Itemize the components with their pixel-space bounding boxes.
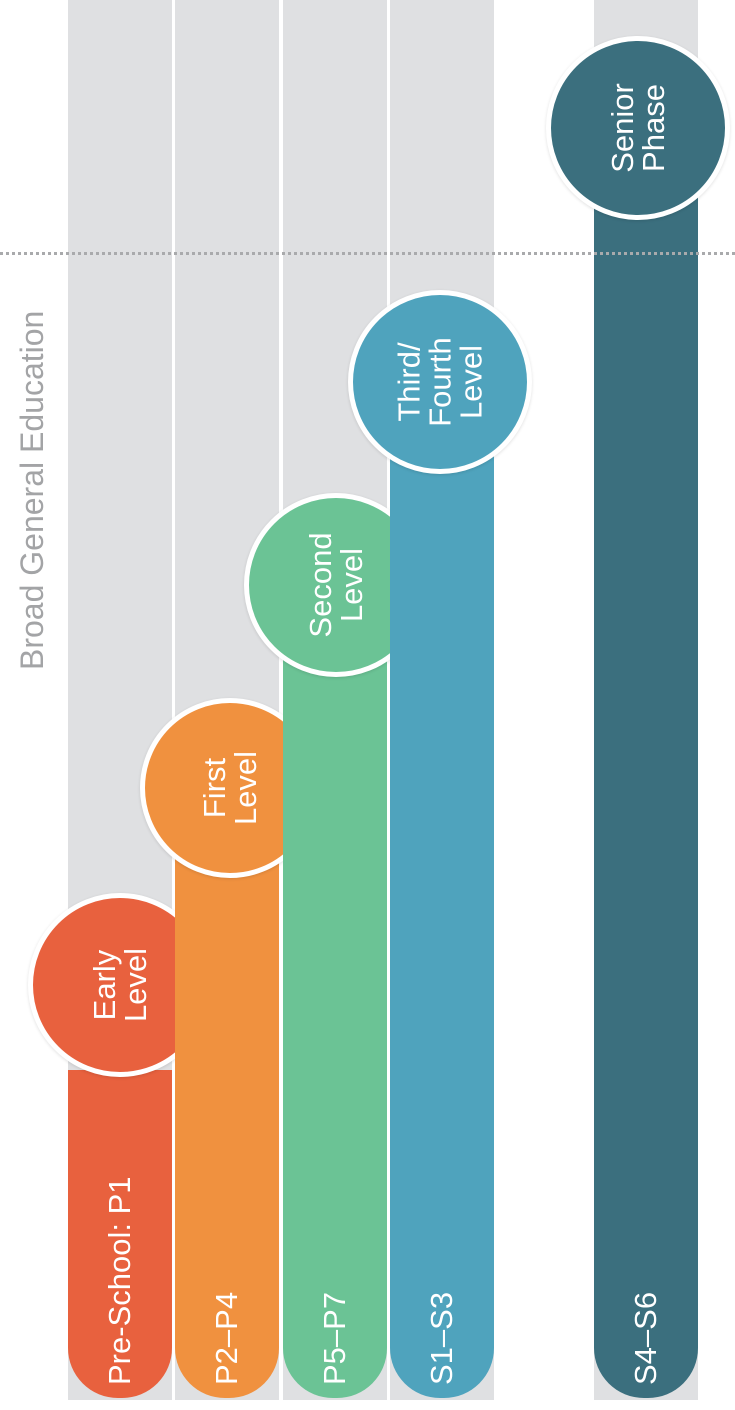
stage-label: S4–S6 (628, 1291, 663, 1385)
level-name-line: Level (453, 344, 489, 420)
level-name-line: Early (87, 949, 122, 1021)
level-name: Third/Fourth Level (391, 337, 489, 427)
level-bubble: Third/Fourth Level (348, 290, 532, 474)
level-name: Early Level (87, 947, 153, 1023)
level-name-line: Senior (605, 83, 640, 173)
section-title: Broad General Education (14, 310, 50, 670)
level-name-line: Level (334, 547, 369, 623)
stage-label: P5–P7 (317, 1291, 352, 1385)
stage-label: S1–S3 (424, 1291, 459, 1385)
level-name-line: Phase (636, 84, 671, 172)
level-bubble: Senior Phase (546, 36, 730, 220)
level-name: First Level (197, 750, 263, 826)
level-bar (283, 650, 387, 1398)
level-name-line: First (197, 757, 232, 819)
level-name-line: Level (228, 750, 263, 826)
level-name-line: Second (303, 532, 338, 638)
phase-divider-line (0, 252, 735, 255)
level-name-line: Fourth (422, 337, 458, 427)
level-name: Senior Phase (605, 83, 671, 173)
level-bar (594, 180, 698, 1398)
level-bar (175, 858, 279, 1398)
level-bar (390, 445, 494, 1398)
level-bar (68, 1070, 172, 1398)
level-name-line: Third/ (391, 342, 427, 422)
stage-label: Pre-School: P1 (102, 1176, 137, 1386)
stage-label: P2–P4 (209, 1291, 244, 1385)
level-name: Second Level (303, 532, 369, 638)
level-name-line: Level (118, 947, 153, 1023)
